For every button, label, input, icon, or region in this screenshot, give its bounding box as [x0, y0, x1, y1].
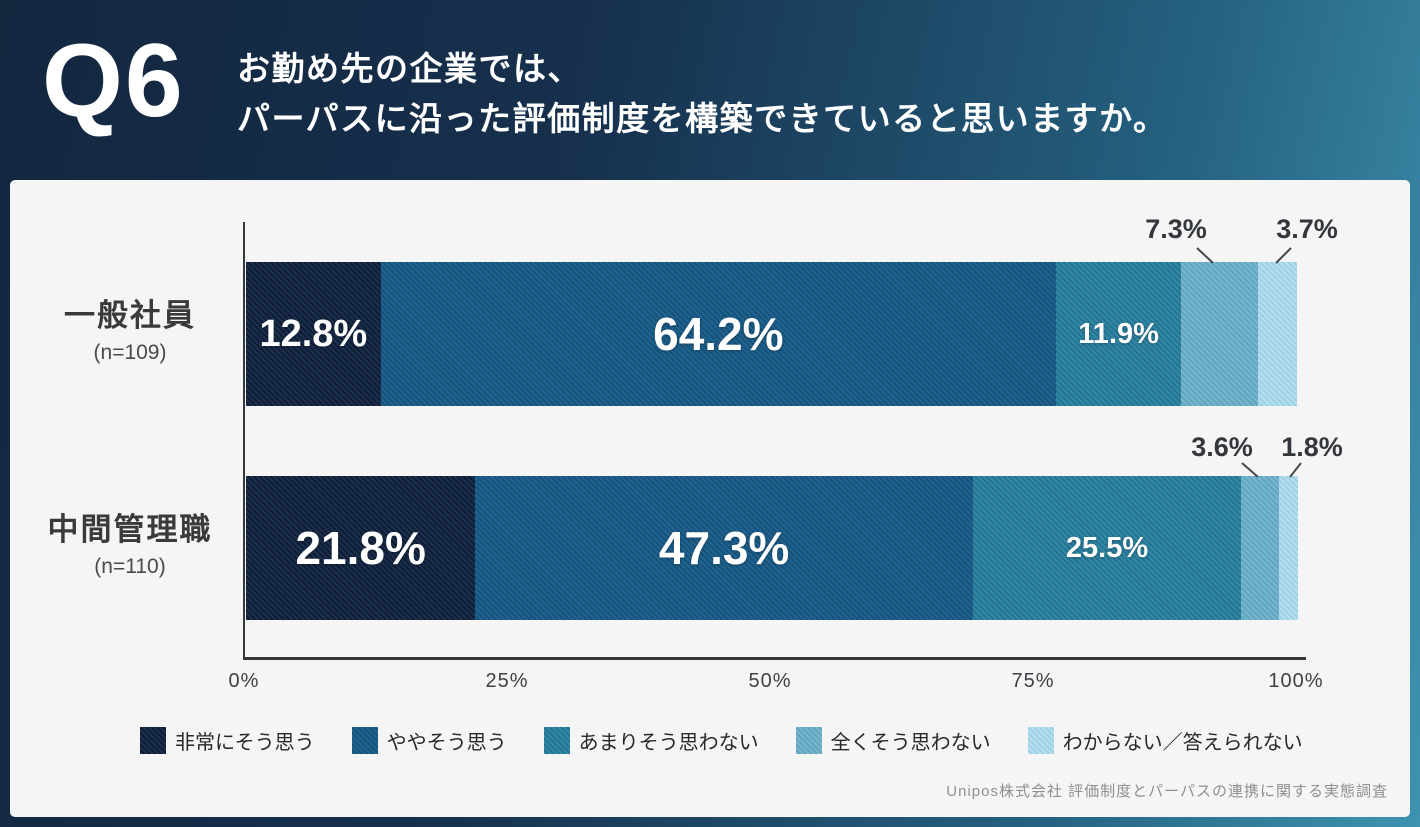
legend-swatch-icon — [543, 727, 570, 754]
bar-segment-somewhat-agree: 64.2% — [380, 262, 1057, 406]
x-axis-tick-75: 75% — [1011, 670, 1055, 692]
source-attribution: Unipos株式会社 評価制度とパーパスの連携に関する実態調査 — [946, 783, 1388, 800]
bar-segment-strongly-agree: 21.8% — [246, 476, 476, 620]
legend-item-strongly-disagree: 全くそう思わない — [795, 726, 991, 755]
x-axis-tick-100: 100% — [1268, 670, 1324, 692]
leader-line — [1241, 462, 1259, 478]
legend-swatch-icon — [795, 727, 822, 754]
legend-item-somewhat-agree: ややそう思う — [351, 726, 507, 755]
segment-value-label: 64.2% — [653, 308, 784, 360]
category-label-general-employees: 一般社員 (n=109) — [30, 290, 230, 365]
legend-label: 全くそう思わない — [830, 732, 991, 754]
legend-swatch-icon — [351, 727, 378, 754]
leader-line — [1289, 462, 1302, 478]
question-title-line2: パーパスに沿った評価制度を構築できていると思いますか。 — [237, 100, 1168, 137]
y-axis-line — [243, 222, 245, 660]
bar-segment-somewhat-agree: 47.3% — [475, 476, 973, 620]
x-axis-line — [243, 657, 1306, 660]
bar-segment-strongly-disagree — [1181, 262, 1258, 406]
legend-swatch-icon — [140, 727, 166, 754]
category-label-middle-managers: 中間管理職 (n=110) — [30, 504, 230, 579]
question-title: お勤め先の企業では、 パーパスに沿った評価制度を構築できていると思いますか。 — [237, 44, 1168, 144]
header: Q6 お勤め先の企業では、 パーパスに沿った評価制度を構築できていると思いますか… — [0, 0, 1420, 180]
x-axis-tick-0: 0% — [228, 670, 260, 692]
outside-value-label: 7.3% — [1145, 214, 1207, 244]
legend: 非常にそう思う ややそう思う あまりそう思わない 全くそう思わない わからない／… — [140, 726, 1303, 755]
outside-value-label: 1.8% — [1281, 432, 1343, 462]
category-name: 中間管理職 — [47, 512, 213, 547]
x-axis-tick-50: 50% — [748, 670, 792, 692]
leader-line — [1275, 247, 1292, 264]
category-sample-size: (n=110) — [94, 555, 166, 578]
legend-label: 非常にそう思う — [175, 732, 315, 754]
legend-item-strongly-agree: 非常にそう思う — [140, 726, 315, 755]
leader-line — [1196, 247, 1214, 264]
bar-segment-somewhat-disagree: 25.5% — [972, 476, 1242, 620]
legend-label: わからない／答えられない — [1062, 732, 1303, 754]
stacked-bar-general-employees: 12.8% 64.2% 11.9% — [246, 262, 1298, 406]
category-name: 一般社員 — [64, 298, 196, 333]
segment-value-label: 21.8% — [295, 522, 426, 574]
question-number: Q6 — [42, 23, 185, 139]
segment-value-label: 11.9% — [1078, 317, 1159, 350]
bar-segment-somewhat-disagree: 11.9% — [1056, 262, 1182, 406]
category-sample-size: (n=109) — [93, 341, 167, 364]
segment-value-label: 25.5% — [1065, 531, 1149, 564]
legend-item-dont-know: わからない／答えられない — [1027, 726, 1303, 755]
outside-value-label: 3.7% — [1276, 214, 1338, 244]
question-title-line1: お勤め先の企業では、 — [237, 50, 582, 87]
bar-segment-strongly-agree: 12.8% — [246, 262, 381, 406]
chart-card: 一般社員 (n=109) 12.8% 64.2% 11.9% 7.3% 3.7%… — [10, 180, 1410, 817]
bar-segment-dont-know — [1279, 476, 1298, 620]
bar-segment-strongly-disagree — [1241, 476, 1280, 620]
legend-swatch-icon — [1027, 727, 1054, 754]
legend-item-somewhat-disagree: あまりそう思わない — [543, 726, 759, 755]
outside-value-label: 3.6% — [1191, 432, 1253, 462]
segment-value-label: 12.8% — [259, 312, 368, 355]
stacked-bar-middle-managers: 21.8% 47.3% 25.5% — [246, 476, 1298, 620]
segment-value-label: 47.3% — [658, 522, 790, 574]
bar-segment-dont-know — [1257, 262, 1297, 406]
legend-label: ややそう思う — [386, 732, 507, 754]
legend-label: あまりそう思わない — [578, 732, 759, 754]
x-axis-tick-25: 25% — [485, 670, 529, 692]
